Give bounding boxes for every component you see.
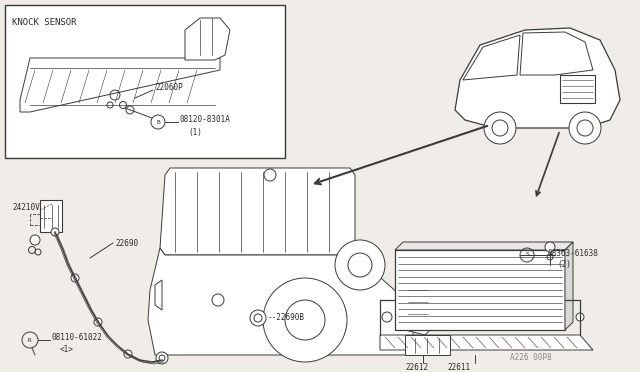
- Circle shape: [254, 314, 262, 322]
- Text: 22060P: 22060P: [155, 83, 183, 93]
- Circle shape: [71, 274, 79, 282]
- Text: <1>: <1>: [60, 346, 74, 355]
- Text: 24210V: 24210V: [12, 203, 40, 212]
- Circle shape: [124, 350, 132, 358]
- Circle shape: [285, 300, 325, 340]
- Circle shape: [263, 278, 347, 362]
- Circle shape: [545, 242, 555, 252]
- Text: 08120-8301A: 08120-8301A: [180, 115, 231, 125]
- Polygon shape: [405, 335, 450, 355]
- Polygon shape: [380, 335, 593, 350]
- Circle shape: [348, 253, 372, 277]
- Circle shape: [212, 294, 224, 306]
- Text: --22690B: --22690B: [268, 314, 305, 323]
- Polygon shape: [20, 58, 220, 112]
- Polygon shape: [395, 242, 573, 250]
- Text: 08110-61022: 08110-61022: [52, 334, 103, 343]
- Circle shape: [156, 352, 168, 364]
- Circle shape: [492, 120, 508, 136]
- Text: R: R: [28, 337, 32, 343]
- Text: 22690: 22690: [115, 238, 138, 247]
- Circle shape: [569, 112, 601, 144]
- Text: 22612: 22612: [405, 362, 428, 372]
- Circle shape: [484, 112, 516, 144]
- Polygon shape: [155, 280, 162, 310]
- Polygon shape: [520, 32, 593, 75]
- Circle shape: [264, 169, 276, 181]
- Circle shape: [382, 312, 392, 322]
- Bar: [40, 200, 62, 232]
- Circle shape: [94, 318, 102, 326]
- Text: (2): (2): [557, 260, 571, 269]
- Polygon shape: [455, 28, 620, 128]
- Circle shape: [335, 240, 385, 290]
- Text: S: S: [525, 253, 529, 257]
- Text: B: B: [156, 119, 160, 125]
- Polygon shape: [148, 248, 415, 355]
- Circle shape: [577, 120, 593, 136]
- Polygon shape: [185, 18, 230, 60]
- Bar: [395, 250, 565, 330]
- Circle shape: [250, 310, 266, 326]
- Text: 08363-61638: 08363-61638: [547, 248, 598, 257]
- Polygon shape: [565, 242, 573, 330]
- Circle shape: [51, 228, 59, 236]
- Polygon shape: [463, 35, 520, 80]
- Circle shape: [576, 313, 584, 321]
- Text: KNOCK SENSOR: KNOCK SENSOR: [12, 18, 77, 27]
- Bar: [560, 75, 595, 103]
- Polygon shape: [405, 280, 430, 335]
- Text: 22611: 22611: [447, 362, 470, 372]
- Polygon shape: [160, 168, 355, 255]
- Circle shape: [30, 235, 40, 245]
- Bar: [5, 5, 285, 158]
- Text: (1): (1): [188, 128, 202, 138]
- Text: A226 00P8: A226 00P8: [510, 353, 552, 362]
